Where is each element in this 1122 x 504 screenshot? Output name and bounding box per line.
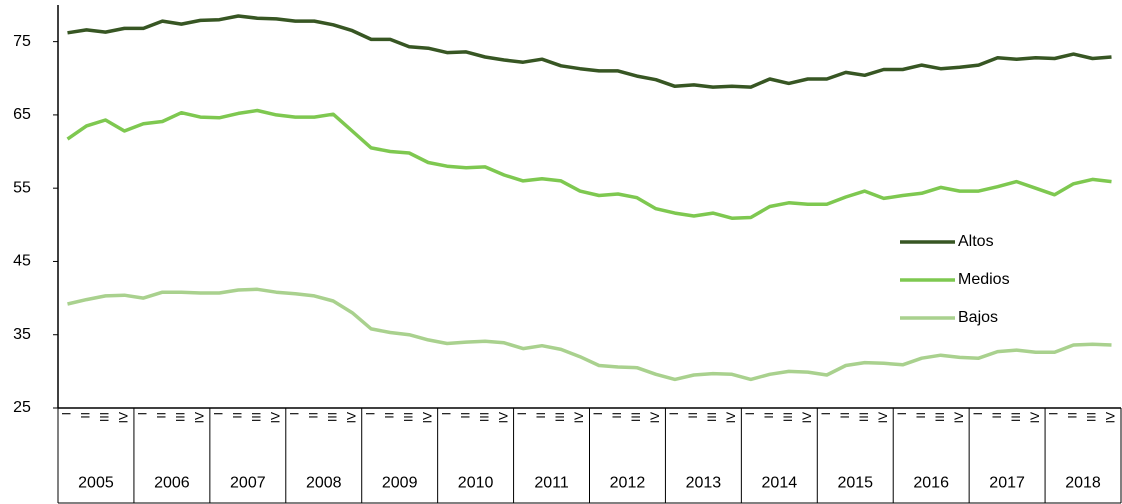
x-tick-label: II (762, 412, 776, 419)
x-tick-label: I (60, 412, 74, 415)
legend-label: Altos (958, 233, 994, 250)
legend-label: Bajos (958, 309, 998, 326)
x-tick-label: II (231, 412, 245, 419)
year-label: 2015 (837, 475, 873, 492)
x-tick-label: II (382, 412, 396, 419)
series-line (67, 287, 1112, 382)
x-tick-label: IV (344, 412, 358, 423)
y-tick-label: 25 (13, 399, 31, 416)
year-label: 2010 (458, 475, 494, 492)
x-tick-label: II (79, 412, 93, 419)
x-tick-label: II (838, 412, 852, 419)
year-label: 2016 (913, 475, 949, 492)
series-line (66, 108, 1112, 220)
x-tick-label: III (325, 412, 339, 422)
x-tick-label: I (136, 412, 150, 415)
series-line (67, 14, 1112, 89)
year-label: 2018 (1065, 475, 1101, 492)
x-tick-label: II (686, 412, 700, 419)
x-tick-label: IV (876, 412, 890, 423)
x-tick-label: II (990, 412, 1004, 419)
x-tick-label: III (174, 412, 188, 422)
year-label: 2009 (382, 475, 418, 492)
year-label: 2005 (78, 475, 114, 492)
x-tick-label: I (819, 412, 833, 415)
x-tick-label: IV (420, 412, 434, 423)
x-tick-label: II (534, 412, 548, 419)
year-label: 2008 (306, 475, 342, 492)
x-tick-label: IV (724, 412, 738, 423)
x-tick-label: I (287, 412, 301, 415)
x-tick-label: IV (952, 412, 966, 423)
x-tick-label: III (933, 412, 947, 422)
x-tick-label: I (212, 412, 226, 415)
x-tick-label: I (743, 412, 757, 415)
x-tick-label: I (895, 412, 909, 415)
x-tick-label: III (781, 412, 795, 422)
x-tick-label: II (1066, 412, 1080, 419)
x-tick-label: III (553, 412, 567, 422)
x-tick-label: III (629, 412, 643, 422)
x-tick-label: IV (496, 412, 510, 423)
x-tick-label: I (439, 412, 453, 415)
x-tick-label: III (98, 412, 112, 422)
x-tick-label: II (914, 412, 928, 419)
x-tick-label: IV (117, 412, 131, 423)
x-tick-label: IV (1028, 412, 1042, 423)
x-tick-label: II (155, 412, 169, 419)
x-tick-label: III (401, 412, 415, 422)
year-label: 2014 (762, 475, 798, 492)
year-label: 2006 (154, 475, 190, 492)
year-label: 2012 (610, 475, 646, 492)
x-tick-label: I (971, 412, 985, 415)
y-tick-label: 55 (13, 179, 31, 196)
x-tick-label: I (591, 412, 605, 415)
x-tick-label: II (306, 412, 320, 419)
x-tick-label: I (667, 412, 681, 415)
x-tick-label: IV (648, 412, 662, 423)
x-tick-label: IV (800, 412, 814, 423)
year-label: 2013 (686, 475, 722, 492)
legend-label: Medios (958, 271, 1010, 288)
x-tick-label: II (610, 412, 624, 419)
x-tick-label: III (477, 412, 491, 422)
x-tick-label: III (705, 412, 719, 422)
year-label: 2017 (989, 475, 1025, 492)
x-tick-label: IV (572, 412, 586, 423)
y-tick-label: 65 (13, 106, 31, 123)
x-tick-label: I (1047, 412, 1061, 415)
x-tick-label: I (363, 412, 377, 415)
x-tick-label: II (458, 412, 472, 419)
y-tick-label: 75 (13, 33, 31, 50)
year-label: 2007 (230, 475, 266, 492)
x-tick-label: IV (1104, 412, 1118, 423)
x-tick-label: I (515, 412, 529, 415)
x-tick-label: III (857, 412, 871, 422)
x-tick-label: IV (193, 412, 207, 423)
year-label: 2011 (534, 475, 569, 492)
y-tick-label: 35 (13, 326, 31, 343)
x-tick-label: III (1009, 412, 1023, 422)
y-tick-label: 45 (13, 253, 31, 270)
x-tick-label: IV (268, 412, 282, 423)
x-tick-label: III (1085, 412, 1099, 422)
x-tick-label: III (249, 412, 263, 422)
